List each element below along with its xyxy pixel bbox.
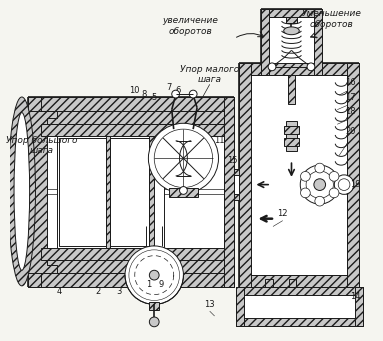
Polygon shape [261, 67, 322, 75]
Bar [250, 75, 347, 275]
Circle shape [301, 188, 310, 198]
Circle shape [172, 90, 180, 98]
Circle shape [301, 172, 310, 181]
Text: 7: 7 [166, 83, 172, 92]
Text: 10: 10 [129, 86, 140, 95]
Polygon shape [106, 136, 110, 248]
Bar [288, 75, 295, 104]
Circle shape [149, 317, 159, 327]
Polygon shape [355, 287, 363, 326]
Circle shape [334, 175, 354, 194]
Text: 16: 16 [345, 78, 356, 87]
Circle shape [314, 179, 326, 191]
Circle shape [268, 63, 276, 71]
Circle shape [180, 187, 187, 194]
Polygon shape [288, 279, 296, 287]
Text: 4: 4 [56, 287, 61, 296]
Polygon shape [28, 273, 234, 287]
Bar [234, 175, 239, 194]
Bar [269, 17, 314, 67]
Circle shape [189, 90, 197, 98]
Polygon shape [41, 124, 224, 136]
Text: 1: 1 [146, 280, 151, 290]
Bar [149, 302, 159, 310]
Bar [284, 126, 299, 134]
Bar [284, 138, 299, 146]
Bar [236, 287, 363, 326]
Polygon shape [28, 97, 234, 110]
Bar [41, 110, 224, 273]
Bar [59, 138, 106, 246]
Polygon shape [236, 287, 363, 295]
Polygon shape [236, 287, 244, 326]
Bar [41, 260, 224, 273]
Polygon shape [149, 136, 154, 248]
Circle shape [125, 246, 183, 305]
Text: увеличение
оборотов: увеличение оборотов [162, 16, 218, 36]
Polygon shape [41, 248, 224, 260]
Circle shape [315, 196, 324, 206]
Text: Упор малого
шага: Упор малого шага [180, 65, 239, 84]
Ellipse shape [284, 27, 299, 35]
Ellipse shape [14, 113, 29, 270]
Polygon shape [28, 110, 57, 273]
Polygon shape [265, 279, 273, 287]
Circle shape [307, 63, 315, 71]
Text: 14: 14 [350, 292, 361, 301]
Text: 9: 9 [159, 280, 164, 290]
Text: Уменьшение
оборотов: Уменьшение оборотов [301, 10, 361, 29]
Polygon shape [28, 97, 41, 287]
Polygon shape [239, 63, 250, 287]
Bar [286, 17, 297, 23]
Text: 8: 8 [142, 90, 147, 99]
Text: 2: 2 [95, 287, 100, 296]
Polygon shape [224, 97, 234, 287]
Polygon shape [261, 10, 322, 17]
Text: 17: 17 [345, 92, 356, 102]
Circle shape [329, 172, 339, 181]
Circle shape [148, 123, 218, 193]
Bar [169, 188, 198, 197]
Text: 11: 11 [214, 136, 225, 145]
Bar [110, 138, 149, 246]
Text: Упор большого
шага: Упор большого шага [6, 136, 77, 155]
Circle shape [329, 188, 339, 198]
Polygon shape [347, 63, 358, 287]
Text: 5: 5 [152, 92, 157, 102]
Polygon shape [239, 63, 358, 75]
Circle shape [315, 163, 324, 173]
Ellipse shape [8, 97, 36, 286]
Text: 15: 15 [227, 156, 237, 165]
Text: 19: 19 [350, 180, 361, 189]
Circle shape [149, 270, 159, 280]
Text: 13: 13 [205, 300, 215, 309]
Polygon shape [273, 287, 288, 316]
Text: 18: 18 [345, 107, 356, 116]
Polygon shape [314, 10, 322, 75]
Polygon shape [234, 169, 239, 175]
Polygon shape [239, 275, 358, 287]
Text: 20: 20 [345, 127, 356, 136]
Text: 3: 3 [116, 287, 122, 296]
Bar [286, 121, 297, 150]
Circle shape [300, 165, 339, 204]
Polygon shape [261, 10, 269, 75]
Text: 12: 12 [277, 209, 288, 218]
Polygon shape [236, 318, 363, 326]
Bar [57, 136, 164, 248]
Polygon shape [234, 194, 239, 200]
Bar [41, 110, 224, 124]
Text: 6: 6 [175, 86, 180, 95]
